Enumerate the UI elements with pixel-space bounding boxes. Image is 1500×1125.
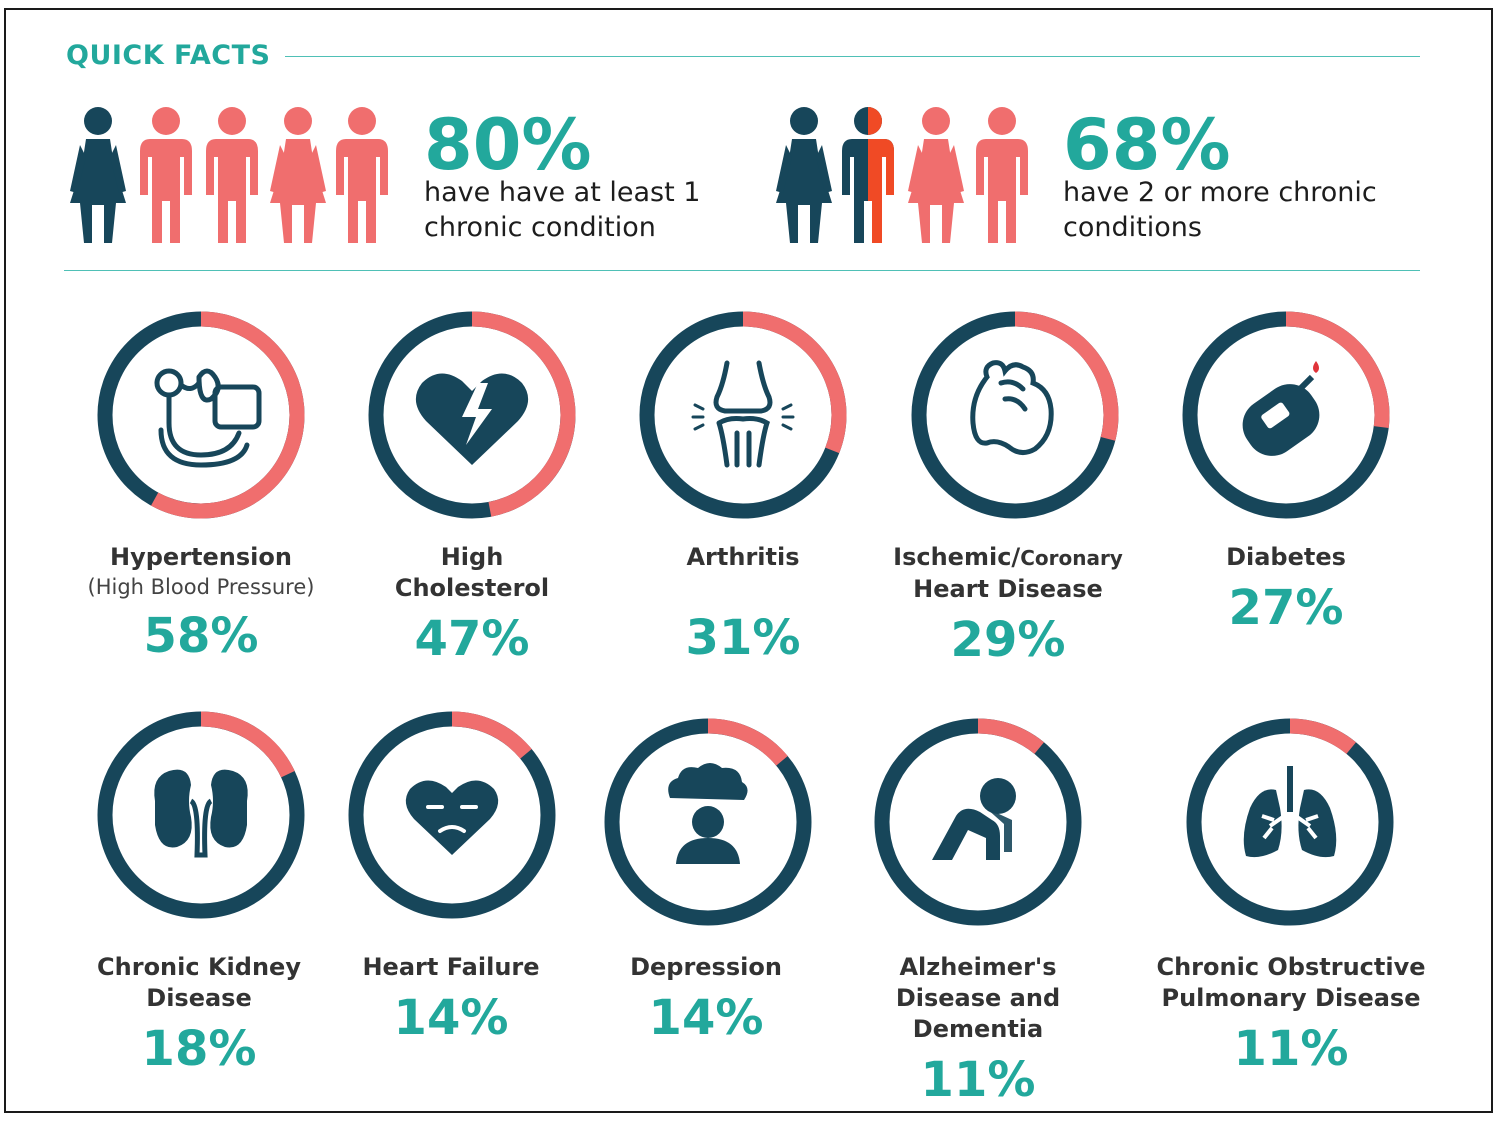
knee-joint-icon (691, 360, 795, 468)
condition-heart-failure: Heart Failure 14% (306, 952, 596, 1047)
progress-ring (97, 311, 305, 519)
condition-name: Heart Failure (362, 953, 540, 981)
fact-description: have 2 or more chronic conditions (1063, 177, 1377, 243)
condition-subtitle: (High Blood Pressure) (87, 575, 315, 599)
fact-description: have have at least 1 chronic condition (424, 177, 701, 243)
condition-name-line2: Heart Disease (913, 575, 1103, 603)
progress-ring (1182, 311, 1390, 519)
rain-cloud-person-icon (668, 763, 748, 864)
ring-value (639, 311, 847, 519)
condition-name-part: Ischemic/ (893, 543, 1021, 571)
progress-ring (604, 718, 812, 926)
condition-name: Hypertension (110, 543, 292, 571)
people-icon-group (776, 107, 1028, 243)
progress-ring (348, 711, 556, 919)
condition-hypertension: Hypertension (High Blood Pressure) 58% (56, 542, 346, 665)
condition-percent: 31% (685, 610, 801, 666)
broken-heart-icon (415, 373, 529, 465)
condition-arthritis: Arthritis 31% (598, 542, 888, 667)
condition-percent: 58% (143, 608, 259, 664)
condition-percent: 47% (414, 611, 530, 667)
condition-percent: 14% (393, 990, 509, 1046)
ring-track (1186, 718, 1394, 926)
condition-percent: 14% (648, 990, 764, 1046)
ring-value (1182, 311, 1390, 519)
progress-ring (639, 311, 847, 519)
condition-diabetes: Diabetes 27% (1141, 542, 1431, 637)
condition-percent: 27% (1228, 580, 1344, 636)
divider (64, 270, 1420, 271)
ring-value (1186, 718, 1394, 926)
condition-name-part: Coronary (1020, 546, 1123, 570)
condition-name: Arthritis (686, 543, 800, 571)
fact-percent: 80% (424, 104, 592, 186)
condition-name: Ischemic/Coronary (863, 542, 1153, 574)
condition-percent: 11% (920, 1052, 1036, 1108)
condition-ischemic-heart-disease: Ischemic/Coronary Heart Disease 29% (863, 542, 1153, 669)
progress-ring (874, 718, 1082, 926)
people-icon-group (70, 107, 388, 243)
condition-name: High Cholesterol (394, 543, 550, 602)
ring-value (97, 311, 305, 519)
sad-heart-icon (405, 780, 499, 855)
progress-ring (1186, 718, 1394, 926)
ring-value (97, 711, 305, 919)
condition-name: Diabetes (1226, 543, 1346, 571)
ring-value (368, 311, 576, 519)
condition-chronic-kidney-disease: Chronic Kidney Disease 18% (54, 952, 344, 1078)
section-title: QUICK FACTS (66, 40, 271, 71)
head-in-hands-icon (932, 778, 1016, 860)
condition-depression: Depression 14% (561, 952, 851, 1047)
condition-name: Alzheimer's Disease and Dementia (895, 953, 1061, 1043)
condition-percent: 11% (1233, 1021, 1349, 1077)
condition-alzheimers: Alzheimer's Disease and Dementia 11% (833, 952, 1123, 1109)
page-frame (4, 8, 1493, 1113)
blood-pressure-monitor-icon (154, 368, 262, 468)
fact-percent: 68% (1063, 104, 1231, 186)
progress-ring (911, 311, 1119, 519)
ring-value (874, 718, 1082, 926)
condition-percent: 29% (950, 612, 1066, 668)
ring-value (911, 311, 1119, 519)
divider (285, 56, 1420, 57)
lungs-icon (1243, 766, 1337, 858)
condition-name: Chronic Obstructive Pulmonary Disease (1156, 953, 1426, 1012)
progress-ring (97, 711, 305, 919)
glucose-meter-icon (1242, 361, 1320, 456)
condition-name: Depression (630, 953, 782, 981)
heart-organ-icon (970, 360, 1054, 455)
ring-value (604, 718, 812, 926)
condition-high-cholesterol: High Cholesterol 47% (327, 542, 617, 668)
condition-percent: 18% (141, 1021, 257, 1077)
kidneys-icon (154, 769, 248, 858)
progress-ring (368, 311, 576, 519)
condition-copd: Chronic Obstructive Pulmonary Disease 11… (1146, 952, 1436, 1078)
ring-value (348, 711, 556, 919)
condition-name: Chronic Kidney Disease (97, 953, 301, 1012)
